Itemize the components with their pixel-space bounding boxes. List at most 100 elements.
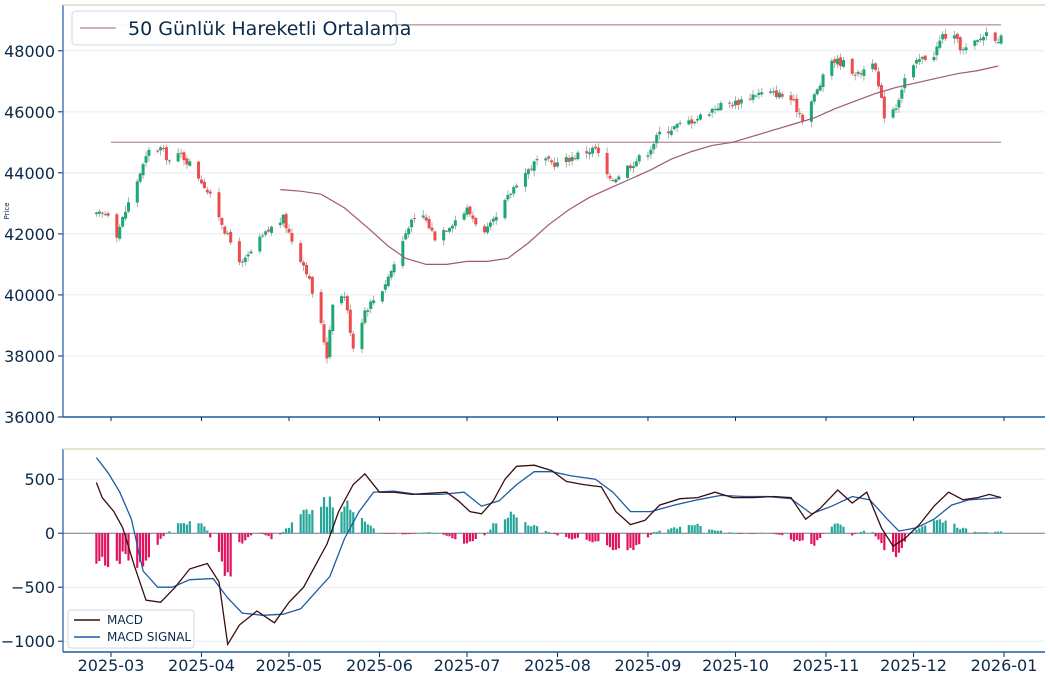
histogram-bar [179, 523, 183, 534]
candle-body [328, 329, 332, 358]
histogram-bar [203, 526, 206, 534]
histogram-bar [862, 530, 866, 534]
histogram-bar [696, 523, 699, 534]
candle-body [550, 160, 554, 163]
candle-body [757, 92, 761, 95]
candle-body [564, 157, 568, 163]
x-tick-label: 2026-01 [971, 656, 1038, 675]
candle-body [696, 118, 700, 121]
histogram-bar [801, 533, 804, 541]
histogram-bar [976, 532, 979, 534]
candle-body [351, 333, 355, 349]
histogram-bar [667, 529, 670, 534]
macd-legend: MACD MACD SIGNAL [67, 609, 195, 649]
histogram-bar [757, 532, 760, 534]
candle-body [124, 211, 128, 219]
price-tick-label: 38000 [4, 347, 55, 366]
candle-body [544, 158, 548, 161]
candle-body [754, 95, 758, 97]
candle-body [345, 296, 349, 311]
candle-body [147, 149, 151, 156]
histogram-bar [483, 533, 486, 536]
histogram-bar [833, 523, 836, 534]
candle-body [407, 228, 411, 235]
candle-body [984, 32, 988, 37]
candle-body [360, 322, 364, 350]
histogram-bar [673, 527, 676, 534]
candle-body [588, 152, 592, 155]
histogram-bar [360, 518, 364, 534]
candle-body [290, 232, 294, 242]
candle-body [363, 310, 367, 323]
candle-body [713, 108, 717, 110]
histogram-bar [474, 533, 477, 539]
histogram-bar [608, 533, 612, 548]
candle-body [593, 146, 597, 149]
price-legend: 50 Günlük Hareketli Ortalama [71, 10, 411, 46]
histogram-bar [206, 530, 209, 534]
x-tick-label: 2025-09 [615, 656, 682, 675]
candle-body [141, 164, 145, 176]
histogram-bar [678, 526, 682, 534]
signal-legend-label: MACD SIGNAL [107, 630, 191, 644]
histogram-bar [871, 532, 874, 534]
candle-body [903, 78, 907, 89]
candle-body [535, 159, 539, 161]
histogram-bar [290, 522, 294, 534]
candle-body [666, 131, 670, 134]
histogram-bar [617, 533, 620, 549]
x-tick-label: 2025-12 [880, 656, 947, 675]
candle-body [427, 218, 431, 229]
histogram-bar [454, 533, 457, 540]
histogram-bar [463, 533, 466, 544]
histogram-bar [655, 531, 658, 534]
candle-body [952, 35, 956, 39]
histogram-bar [448, 533, 451, 537]
histogram-bar [699, 526, 702, 534]
candle-body [106, 213, 110, 216]
candle-body [748, 98, 752, 100]
histogram-bar [226, 533, 229, 573]
candle-body [850, 58, 854, 74]
candle-body [526, 169, 530, 175]
candle-body [891, 109, 895, 118]
histogram-bar [311, 509, 314, 534]
histogram-bar [778, 533, 781, 535]
candle-body [780, 93, 784, 97]
candle-body [226, 233, 230, 235]
histogram-bar [851, 533, 854, 536]
candle-body [570, 156, 574, 161]
histogram-bar [471, 533, 474, 542]
histogram-bar [308, 514, 311, 534]
histogram-bar [839, 524, 842, 534]
candle-body [964, 47, 968, 51]
histogram-bar [465, 533, 469, 544]
candle-body [882, 96, 886, 119]
candle-body [383, 284, 387, 290]
candle-body [769, 91, 773, 93]
candle-body [182, 152, 186, 161]
histogram-bar [740, 533, 743, 534]
candle-body [488, 222, 492, 227]
candle-body [617, 176, 621, 180]
histogram-bar [932, 520, 936, 534]
histogram-bar [509, 511, 512, 534]
candle-body [97, 211, 101, 214]
histogram-bar [515, 517, 518, 534]
candle-body [135, 181, 139, 203]
macd-legend-label: MACD [107, 613, 143, 627]
histogram-bar [287, 527, 291, 534]
histogram-bar [708, 529, 711, 534]
histogram-bar [238, 533, 241, 543]
histogram-bar [115, 533, 118, 561]
candle-body [961, 49, 965, 51]
candle-body [264, 231, 268, 235]
macd-frame [62, 448, 1045, 653]
candle-body [342, 296, 346, 298]
candle-body [229, 231, 233, 243]
histogram-bar [118, 533, 121, 564]
candle-body [410, 219, 414, 228]
candle-body [421, 215, 425, 218]
candle-body [243, 257, 247, 263]
histogram-bar [635, 533, 638, 546]
